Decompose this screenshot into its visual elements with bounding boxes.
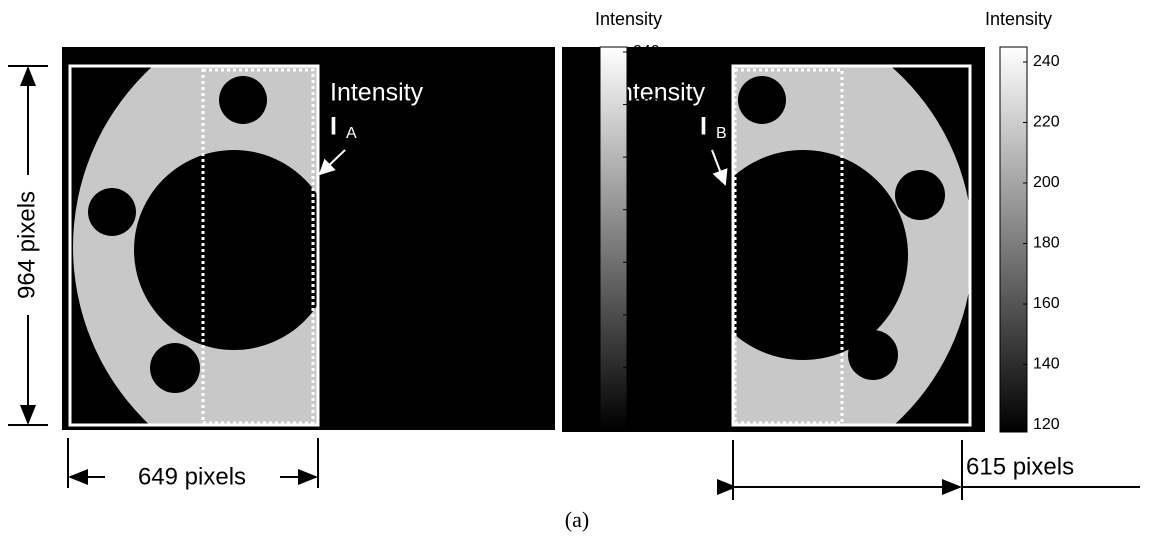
tick-label: 200 bbox=[633, 148, 660, 165]
width-label: 615 pixels bbox=[966, 453, 1074, 480]
colorbar-ticks: 240 220 200 180 160 140 120 100 240 220 200 180 160 1… bbox=[623, 43, 1060, 433]
caption: (a) bbox=[565, 507, 589, 532]
ring-b bbox=[733, 66, 970, 425]
tick-label: 180 bbox=[633, 201, 660, 218]
height-label: 964 pixels bbox=[13, 191, 40, 299]
tick-label: 200 bbox=[1033, 174, 1060, 191]
tick-label: 180 bbox=[1033, 235, 1060, 252]
width-label: 649 pixels bbox=[138, 463, 246, 490]
annotation: Intensity bbox=[612, 79, 706, 107]
symbol: I bbox=[700, 113, 707, 141]
tick-label: 100 bbox=[633, 411, 660, 428]
tick-label: 240 bbox=[1033, 53, 1060, 70]
tick-label: 140 bbox=[633, 306, 660, 323]
tick-label: 160 bbox=[633, 254, 660, 271]
tick-label: 240 bbox=[633, 43, 660, 60]
arrow bbox=[318, 149, 346, 176]
tick-label: 220 bbox=[1033, 114, 1060, 131]
colorbar-title: Intensity bbox=[985, 9, 1052, 29]
overlap-box bbox=[201, 68, 315, 425]
colorbar-title: Intensity bbox=[595, 9, 662, 29]
tick-label: 160 bbox=[1033, 295, 1060, 312]
roi-box bbox=[731, 64, 972, 427]
tick-label: 220 bbox=[633, 96, 660, 113]
tick-label: 140 bbox=[1033, 356, 1060, 373]
annotation: Intensity bbox=[330, 79, 424, 107]
symbol: I bbox=[330, 113, 337, 141]
overlap-box bbox=[733, 68, 844, 425]
roi-box bbox=[68, 64, 320, 427]
subscript: A bbox=[346, 125, 357, 142]
subscript: B bbox=[716, 125, 727, 142]
arrow bbox=[711, 149, 728, 186]
tick-label: 120 bbox=[1033, 416, 1060, 433]
ring-a bbox=[73, 66, 318, 425]
colorbar bbox=[999, 46, 1028, 433]
colorbar bbox=[599, 46, 628, 431]
tick-label: 120 bbox=[633, 359, 660, 376]
